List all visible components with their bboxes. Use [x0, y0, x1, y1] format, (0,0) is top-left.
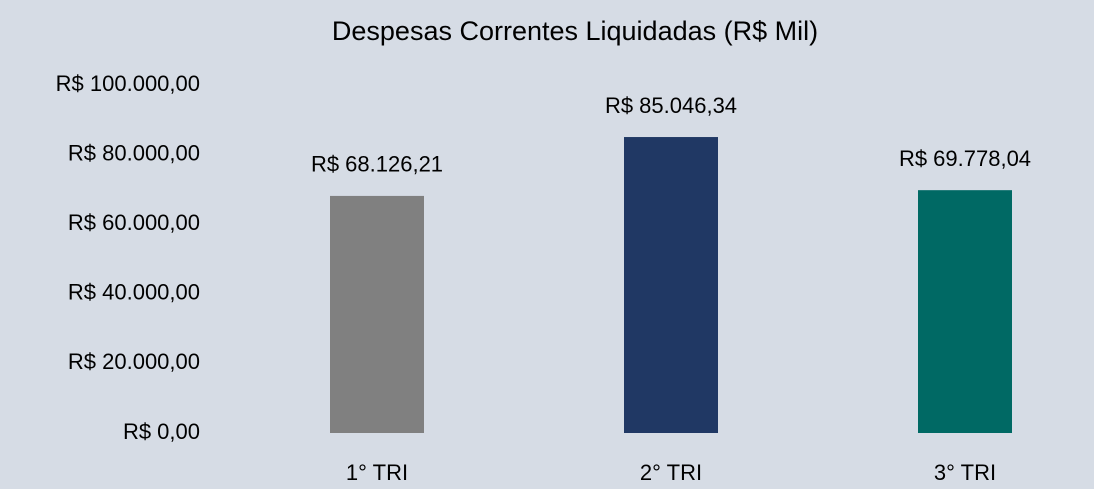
x-tick-label: 2° TRI — [640, 460, 702, 485]
bar — [330, 195, 424, 433]
bar — [918, 190, 1012, 433]
data-label: R$ 68.126,21 — [311, 152, 443, 177]
y-tick-label: R$ 60.000,00 — [68, 210, 200, 235]
x-tick-label: 3° TRI — [934, 460, 996, 485]
data-label: R$ 69.778,04 — [899, 146, 1031, 171]
chart-title: Despesas Correntes Liquidadas (R$ Mil) — [332, 16, 818, 46]
y-tick-label: R$ 0,00 — [123, 419, 200, 444]
y-tick-label: R$ 100.000,00 — [56, 71, 200, 96]
y-tick-label: R$ 20.000,00 — [68, 349, 200, 374]
y-tick-label: R$ 40.000,00 — [68, 280, 200, 305]
data-label: R$ 85.046,34 — [605, 93, 737, 118]
y-tick-label: R$ 80.000,00 — [68, 140, 200, 165]
bar — [624, 137, 718, 433]
x-tick-label: 1° TRI — [346, 460, 408, 485]
